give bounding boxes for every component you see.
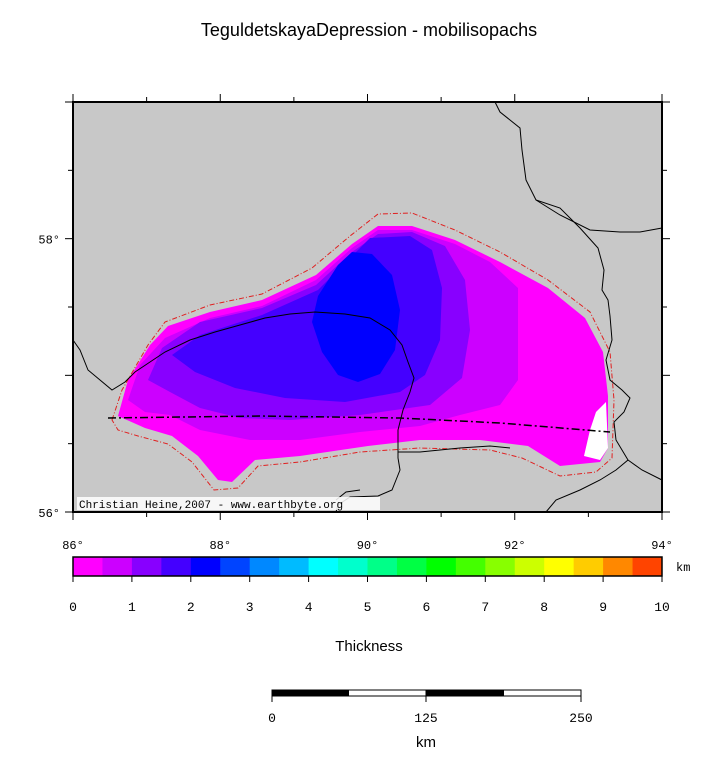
lon-tick-label: 86° [62, 539, 84, 553]
colorbar-cell [426, 557, 457, 576]
no-data-patch [584, 402, 608, 460]
colorbar-tick-label: 0 [69, 600, 77, 615]
lon-tick-label: 94° [651, 539, 673, 553]
map-title: TeguldetskayaDepression - mobilisopachs [201, 20, 537, 40]
colorbar-tick-label: 3 [246, 600, 254, 615]
colorbar-cell [279, 557, 310, 576]
colorbar-cell [485, 557, 516, 576]
colorbar-cell [632, 557, 663, 576]
colorbar-tick-label: 1 [128, 600, 136, 615]
lon-tick-label: 88° [209, 539, 231, 553]
colorbar-tick-label: 4 [305, 600, 313, 615]
border-line-west [72, 311, 415, 513]
colorbar-tick-label: 5 [364, 600, 372, 615]
colorbar-cell [455, 557, 486, 576]
longitude-axis: 86° 88° 90° 92° 94° [62, 94, 673, 553]
colorbar-cell [514, 557, 545, 576]
lon-tick-label: 92° [504, 539, 526, 553]
scale-segment-4 [504, 690, 581, 696]
colorbar-tick-label: 7 [481, 600, 489, 615]
lat-tick-label: 56° [38, 507, 60, 521]
colorbar-tick-label: 2 [187, 600, 195, 615]
border-line-northeast [535, 199, 663, 233]
latitude-axis: 56° 58° [38, 101, 670, 521]
colorbar-unit: km [676, 561, 690, 575]
colorbar-ticks: 0 1 2 3 4 5 6 7 8 9 10 [69, 576, 670, 615]
scale-unit: km [416, 734, 436, 751]
colorbar-label: Thickness [335, 638, 403, 655]
colorbar-cell [131, 557, 162, 576]
map-panel: Christian Heine,2007 - www.earthbyte.org… [38, 94, 673, 553]
profile-line [107, 415, 611, 433]
political-borders [72, 101, 663, 513]
colorbar-cell [249, 557, 280, 576]
colorbar-tick-label: 10 [654, 600, 670, 615]
colorbar-cell [603, 557, 634, 576]
scale-segment-1 [272, 690, 349, 696]
colorbar-cell [190, 557, 221, 576]
border-line-south [398, 445, 511, 453]
colorbar-tick-label: 8 [540, 600, 548, 615]
colorbar-cell [573, 557, 604, 576]
colorbar-cell [367, 557, 398, 576]
colorbar-tick-label: 6 [422, 600, 430, 615]
scale-label-0: 0 [268, 711, 276, 726]
colorbar-cell [338, 557, 368, 576]
lat-tick-label: 58° [38, 234, 60, 248]
colorbar-cell [102, 557, 133, 576]
colorbar-cell [161, 557, 192, 576]
credit-background [77, 497, 380, 510]
zone-thickness-2-2.5 [312, 252, 400, 382]
thickness-zones [118, 226, 608, 482]
colorbar-cell [220, 557, 251, 576]
scale-bar: 0 125 250 km [268, 689, 593, 751]
scale-label-250: 250 [569, 711, 592, 726]
lon-tick-label: 90° [357, 539, 379, 553]
colorbar: 0 1 2 3 4 5 6 7 8 9 10 km Thickness [69, 556, 690, 655]
colorbar-cells [73, 557, 663, 576]
colorbar-cell [396, 557, 427, 576]
colorbar-cell [544, 557, 575, 576]
colorbar-cell [308, 557, 339, 576]
scale-label-125: 125 [414, 711, 437, 726]
map-credit: Christian Heine,2007 - www.earthbyte.org [79, 500, 343, 512]
colorbar-tick-label: 9 [599, 600, 607, 615]
basin-outline [111, 212, 615, 491]
scale-segment-2 [349, 690, 426, 696]
colorbar-cell [73, 557, 103, 576]
border-line-southeast [627, 459, 663, 481]
scale-segment-3 [426, 690, 504, 696]
border-line-east [494, 101, 631, 513]
